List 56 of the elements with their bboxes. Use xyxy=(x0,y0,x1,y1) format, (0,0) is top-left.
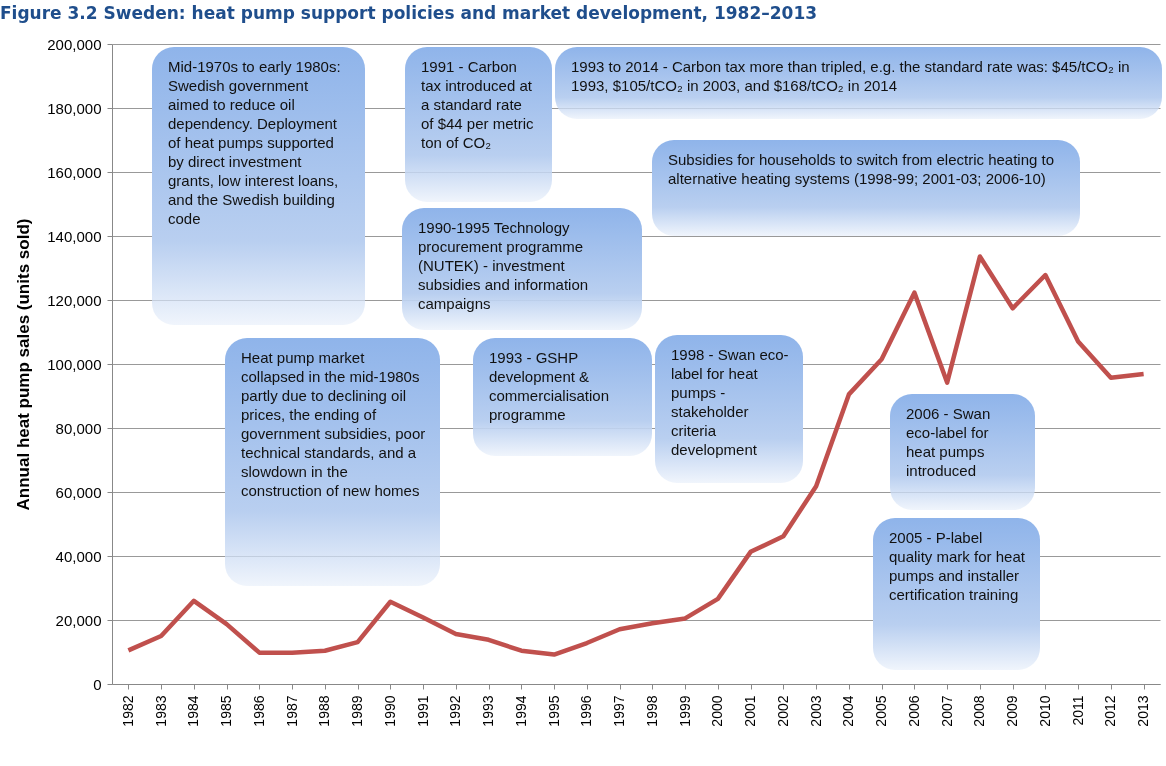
callout-box: 2005 - P-label quality mark for heat pumps and installer certification training xyxy=(873,518,1040,670)
x-tick-label: 1990 xyxy=(381,695,398,727)
x-tick-label: 1989 xyxy=(349,695,366,727)
x-tick-label: 1988 xyxy=(316,695,333,727)
y-tick-label: 20,000 xyxy=(55,611,102,629)
x-tick-label: 2010 xyxy=(1036,695,1053,727)
x-tick-label: 1983 xyxy=(152,695,169,727)
callout-box: 1993 to 2014 - Carbon tax more than tripled, e.g. the standard rate was: $45/tCO₂ in 1993, $105/tCO₂ in 2003, and $168/tCO₂ in 2014 xyxy=(555,47,1162,119)
y-tick-label: 160,000 xyxy=(47,163,102,181)
x-tick-label: 1986 xyxy=(250,695,267,727)
x-tick-label: 1996 xyxy=(578,695,595,727)
x-tick-label: 2012 xyxy=(1102,695,1119,727)
y-tick-label: 0 xyxy=(93,675,102,693)
callout-box: 1993 - GSHP development & commercialisation programme xyxy=(473,338,652,456)
x-tick-label: 2003 xyxy=(807,695,824,727)
x-tick-label: 1998 xyxy=(643,695,660,727)
x-tick-label: 2002 xyxy=(774,695,791,727)
x-tick-label: 2001 xyxy=(742,695,759,727)
y-tick-label: 140,000 xyxy=(47,227,102,245)
callout-box: Heat pump market collapsed in the mid-1980s partly due to declining oil prices, the ending of government subsidies, poor technical standards, and a slowdown in the construction of new homes xyxy=(225,338,440,586)
y-tick-label: 60,000 xyxy=(55,483,102,501)
x-tick-label: 2009 xyxy=(1004,695,1021,727)
chart-title: Figure 3.2 Sweden: heat pump support policies and market development, 1982–2013 xyxy=(0,3,818,23)
x-tick-label: 2007 xyxy=(938,695,955,727)
x-tick-label: 1995 xyxy=(545,695,562,727)
callout-box: Subsidies for households to switch from electric heating to alternative heating systems (1998-99; 2001-03; 2006-10) xyxy=(652,140,1080,236)
callout-box: 2006 - Swan eco-label for heat pumps introduced xyxy=(890,394,1035,510)
x-tick-label: 1985 xyxy=(218,695,235,727)
y-axis-title: Annual heat pump sales (units sold) xyxy=(14,218,34,511)
x-tick-label: 1997 xyxy=(611,695,628,727)
callout-box: 1991 - Carbon tax introduced at a standard rate of $44 per metric ton of CO₂ xyxy=(405,47,552,202)
y-tick-label: 120,000 xyxy=(47,291,102,309)
x-tick-label: 1987 xyxy=(283,695,300,727)
x-tick-label: 1991 xyxy=(414,695,431,727)
x-tick-label: 1999 xyxy=(676,695,693,727)
callout-box: Mid-1970s to early 1980s: Swedish government aimed to reduce oil dependency. Deployment of heat pumps supported by direct investment grants, low interest loans, and the Swedish building code xyxy=(152,47,365,325)
y-tick-label: 100,000 xyxy=(47,355,102,373)
x-tick-label: 2013 xyxy=(1135,695,1152,727)
y-tick-label: 40,000 xyxy=(55,547,102,565)
x-tick-label: 2004 xyxy=(840,695,857,727)
x-tick-label: 2008 xyxy=(971,695,988,727)
x-tick-label: 2000 xyxy=(709,695,726,727)
y-tick-label: 200,000 xyxy=(47,35,102,53)
x-tick-label: 1993 xyxy=(480,695,497,727)
x-tick-label: 2005 xyxy=(873,695,890,727)
callout-box: 1990-1995 Technology procurement programme (NUTEK) - investment subsidies and information campaigns xyxy=(402,208,642,330)
line-series xyxy=(126,254,1146,657)
x-tick-label: 1982 xyxy=(119,695,136,727)
x-tick-label: 1992 xyxy=(447,695,464,727)
x-tick-label: 2011 xyxy=(1069,695,1086,726)
x-tick-label: 1994 xyxy=(512,695,529,727)
y-tick-label: 180,000 xyxy=(47,99,102,117)
y-tick-label: 80,000 xyxy=(55,419,102,437)
x-tick-label: 2006 xyxy=(905,695,922,727)
x-tick-label: 1984 xyxy=(185,695,202,727)
callout-box: 1998 - Swan eco-label for heat pumps - stakeholder criteria development xyxy=(655,335,803,483)
